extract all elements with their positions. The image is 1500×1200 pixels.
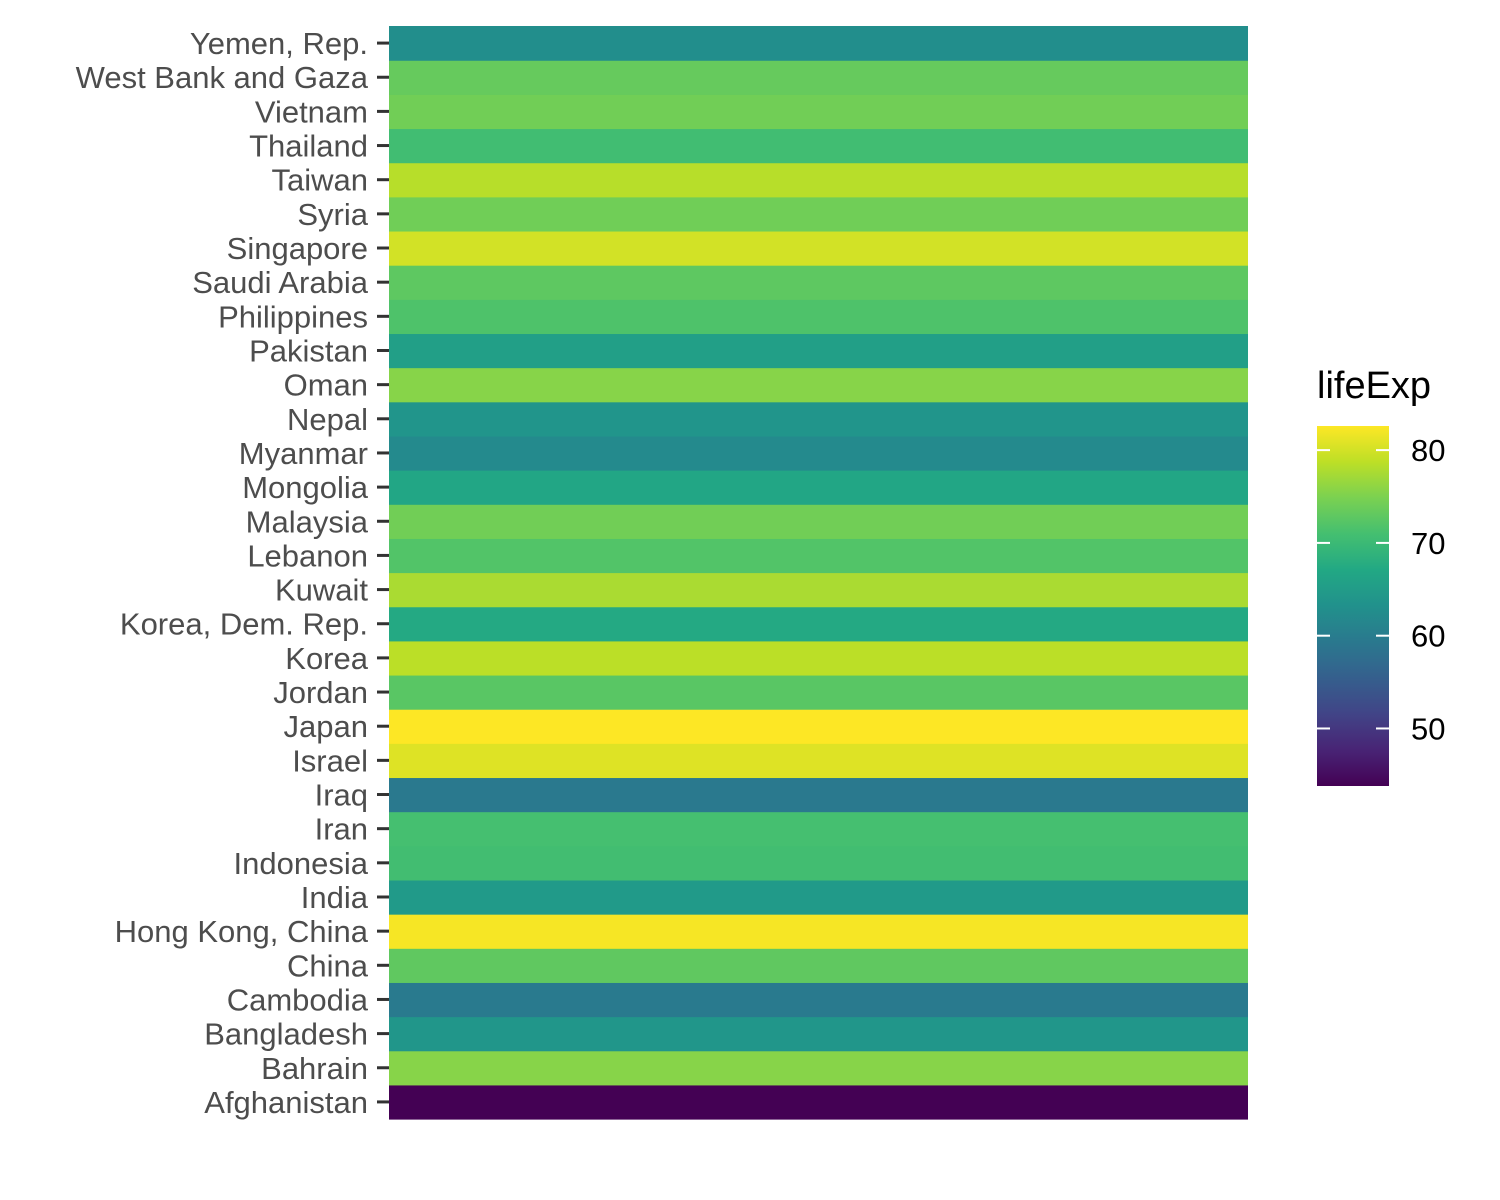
y-tick-label: Yemen, Rep.: [190, 26, 368, 61]
y-tick-label: Malaysia: [246, 504, 369, 539]
heatmap-tile: [389, 26, 1248, 61]
y-tick-label: Jordan: [273, 675, 368, 710]
y-tick-label: Philippines: [218, 299, 368, 334]
heatmap-tile: [389, 1050, 1248, 1086]
y-tick-label: Oman: [284, 368, 368, 403]
y-tick-label: Hong Kong, China: [115, 914, 369, 949]
y-tick-label: Pakistan: [249, 333, 368, 368]
legend-title: lifeExp: [1317, 365, 1431, 407]
heatmap-tile: [389, 333, 1248, 369]
y-tick-label: Myanmar: [239, 436, 368, 471]
y-tick-label: Iraq: [315, 778, 368, 813]
heatmap-tile: [389, 948, 1248, 983]
y-tick-label: West Bank and Gaza: [76, 60, 369, 95]
heatmap-tile: [389, 879, 1248, 915]
heatmap-tile: [389, 60, 1248, 95]
heatmap-tile: [389, 265, 1248, 300]
y-tick-label: Taiwan: [272, 163, 369, 198]
heatmap-tiles: [389, 26, 1248, 1120]
y-tick-label: Saudi Arabia: [192, 265, 369, 300]
legend-tick-label: 70: [1411, 526, 1445, 561]
y-tick-label: Israel: [292, 743, 368, 778]
y-tick-label: Vietnam: [255, 94, 368, 129]
heatmap-tile: [389, 196, 1248, 232]
heatmap-tile: [389, 299, 1248, 335]
heatmap-tile: [389, 435, 1248, 471]
heatmap-tile: [389, 674, 1248, 710]
heatmap-tile: [389, 777, 1248, 813]
heatmap-tile: [389, 470, 1248, 505]
heatmap-tile: [389, 743, 1248, 779]
heatmap-tile: [389, 811, 1248, 847]
y-tick-label: India: [301, 880, 369, 915]
heatmap-tile: [389, 230, 1248, 266]
y-tick-label: China: [287, 948, 369, 983]
legend-tick-label: 50: [1411, 711, 1445, 746]
heatmap-tile: [389, 640, 1248, 676]
y-tick-label: Cambodia: [227, 982, 369, 1017]
y-tick-label: Afghanistan: [204, 1085, 368, 1120]
heatmap-tile: [389, 401, 1248, 437]
y-tick-label: Syria: [297, 197, 368, 232]
y-tick-label: Mongolia: [242, 470, 369, 505]
heatmap-tile: [389, 709, 1248, 744]
y-tick-label: Korea, Dem. Rep.: [120, 607, 368, 642]
heatmap-tile: [389, 1084, 1248, 1120]
heatmap-tile: [389, 94, 1248, 130]
heatmap-tile: [389, 1016, 1248, 1052]
heatmap-tile: [389, 982, 1248, 1018]
heatmap-tile: [389, 572, 1248, 608]
heatmap-tile: [389, 845, 1248, 881]
y-tick-label: Bahrain: [261, 1051, 368, 1086]
legend-tick-label: 80: [1411, 433, 1445, 468]
heatmap-tile: [389, 162, 1248, 198]
colorbar: [1317, 426, 1389, 786]
y-tick-label: Iran: [315, 812, 368, 847]
y-tick-label: Thailand: [249, 129, 368, 164]
heatmap-tile: [389, 128, 1248, 164]
y-tick-label: Kuwait: [275, 573, 368, 608]
y-tick-label: Japan: [284, 709, 368, 744]
heatmap-tile: [389, 367, 1248, 403]
y-tick-label: Korea: [285, 641, 368, 676]
y-tick-label: Indonesia: [234, 846, 369, 881]
legend-tick-label: 60: [1411, 619, 1445, 654]
heatmap-tile: [389, 538, 1248, 574]
y-tick-label: Lebanon: [247, 538, 368, 573]
y-tick-label: Singapore: [227, 231, 368, 266]
y-axis: AfghanistanBahrainBangladeshCambodiaChin…: [76, 26, 389, 1120]
y-tick-label: Nepal: [287, 402, 368, 437]
heatmap-tile: [389, 504, 1248, 539]
heatmap-tile: [389, 914, 1248, 949]
y-tick-label: Bangladesh: [204, 1017, 368, 1052]
legend-ticks: 50 60 70 80: [1317, 433, 1445, 746]
heatmap-tile: [389, 606, 1248, 642]
color-legend: lifeExp 50 60 70 80: [1317, 365, 1445, 786]
